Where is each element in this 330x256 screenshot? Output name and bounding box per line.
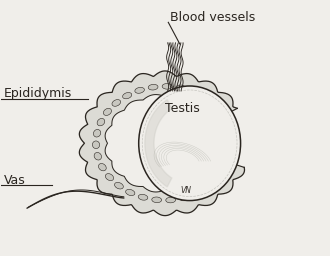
Ellipse shape — [97, 119, 105, 126]
Ellipse shape — [138, 194, 148, 200]
Ellipse shape — [126, 189, 135, 196]
Text: Testis: Testis — [165, 102, 200, 115]
Ellipse shape — [105, 174, 114, 181]
Polygon shape — [80, 71, 245, 216]
Ellipse shape — [152, 197, 162, 203]
Ellipse shape — [93, 130, 101, 137]
Ellipse shape — [98, 164, 106, 171]
Ellipse shape — [135, 87, 145, 93]
Ellipse shape — [94, 153, 102, 160]
Ellipse shape — [103, 108, 112, 115]
Text: Vas: Vas — [4, 174, 26, 187]
Ellipse shape — [212, 102, 221, 109]
Ellipse shape — [176, 85, 186, 91]
Ellipse shape — [115, 182, 123, 189]
Text: VN: VN — [181, 186, 192, 195]
Ellipse shape — [162, 83, 172, 89]
Polygon shape — [145, 100, 172, 187]
Ellipse shape — [189, 89, 199, 95]
Ellipse shape — [193, 190, 202, 197]
Ellipse shape — [92, 141, 100, 148]
Text: Blood vessels: Blood vessels — [170, 11, 255, 24]
Ellipse shape — [123, 92, 132, 99]
Ellipse shape — [148, 84, 158, 90]
Ellipse shape — [215, 175, 223, 182]
Text: Epididymis: Epididymis — [4, 87, 72, 100]
Ellipse shape — [112, 100, 121, 106]
Ellipse shape — [166, 197, 176, 203]
Ellipse shape — [180, 195, 189, 201]
Ellipse shape — [205, 184, 214, 190]
Ellipse shape — [139, 86, 241, 200]
Ellipse shape — [202, 94, 211, 101]
Ellipse shape — [221, 111, 229, 118]
